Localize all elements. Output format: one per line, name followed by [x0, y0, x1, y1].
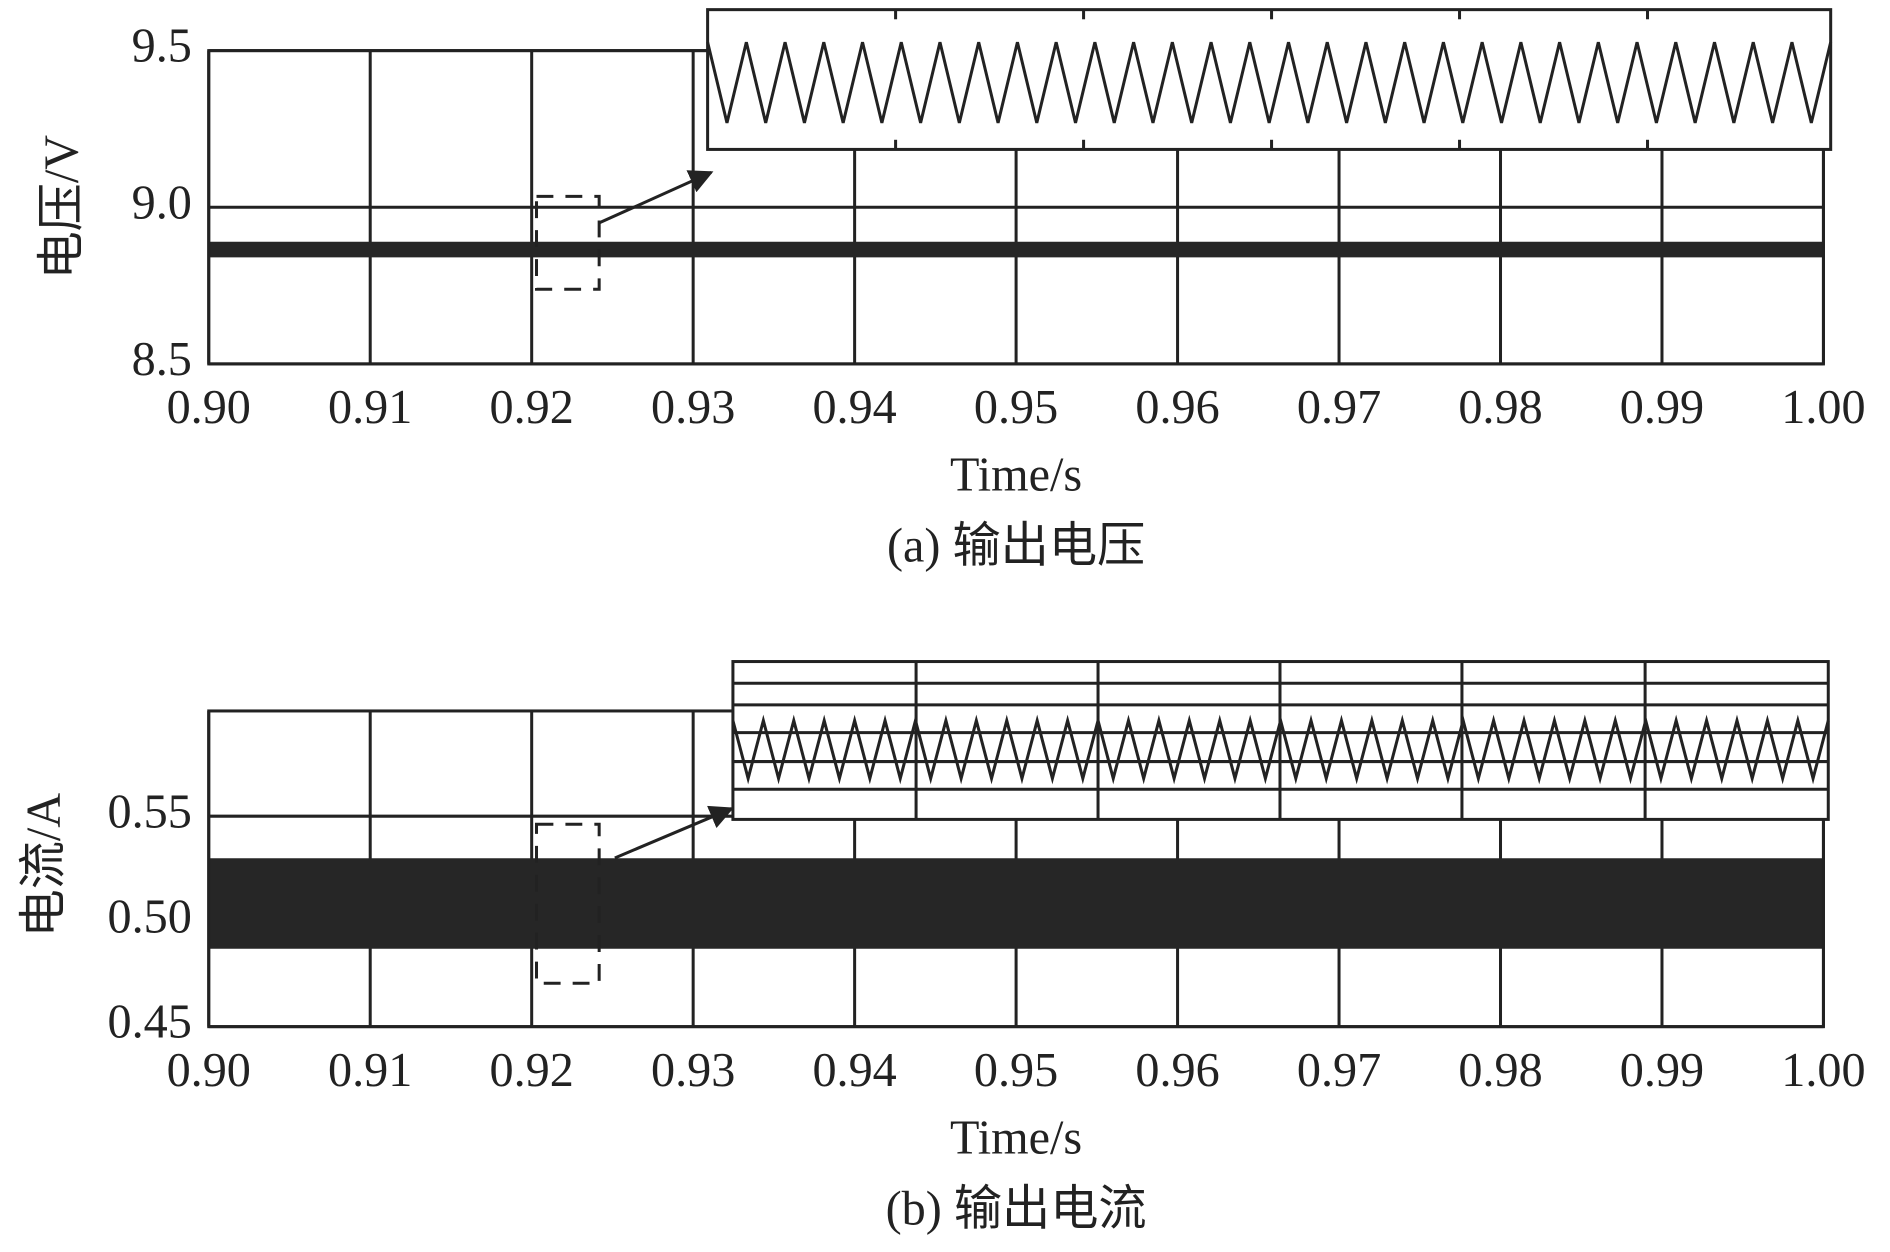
- y-tick-label: 0.55: [108, 785, 192, 838]
- x-tick-label: 0.91: [328, 381, 412, 434]
- y-tick-label: 9.0: [132, 176, 192, 229]
- x-tick-label: 0.90: [167, 1044, 251, 1097]
- x-axis-label: Time/s: [950, 449, 1082, 502]
- inset-waveform: [706, 41, 1833, 124]
- x-tick-label: 0.95: [974, 1044, 1058, 1097]
- y-tick-label: 9.5: [132, 20, 192, 73]
- x-tick-label: 0.93: [651, 381, 735, 434]
- x-tick-label: 0.92: [490, 381, 574, 434]
- x-tick-label: 0.95: [974, 381, 1058, 434]
- x-axis-label: Time/s: [950, 1111, 1082, 1164]
- ripple-band: [208, 241, 1824, 258]
- x-tick-label: 0.91: [328, 1044, 412, 1097]
- y-axis-label: 电流/A: [18, 793, 71, 938]
- x-tick-label: 0.99: [1620, 1044, 1704, 1097]
- x-tick-label: 0.98: [1458, 1044, 1542, 1097]
- caption: (b) 输出电流: [886, 1183, 1147, 1236]
- x-tick-label: 0.99: [1620, 381, 1704, 434]
- y-tick-label: 0.45: [108, 996, 192, 1049]
- inset-waveform: [731, 714, 1830, 785]
- x-tick-label: 0.97: [1297, 381, 1381, 434]
- x-tick-label: 0.93: [651, 1044, 735, 1097]
- y-tick-label: 8.5: [132, 333, 192, 386]
- x-tick-label: 0.94: [812, 381, 896, 434]
- caption: (a) 输出电压: [887, 520, 1145, 573]
- x-tick-label: 1.00: [1781, 1044, 1865, 1097]
- zoom-arrow: [598, 170, 714, 225]
- x-tick-label: 0.96: [1135, 1044, 1219, 1097]
- x-tick-label: 0.97: [1297, 1044, 1381, 1097]
- y-axis-label: 电压/V: [36, 135, 89, 280]
- x-tick-label: 0.98: [1458, 381, 1542, 434]
- zoom-region: [534, 194, 601, 291]
- insets: [534, 8, 1833, 985]
- x-tick-label: 0.96: [1135, 381, 1219, 434]
- x-tick-label: 0.94: [812, 1044, 896, 1097]
- zoom-arrow: [614, 805, 734, 860]
- ripple-band: [208, 858, 1824, 949]
- zoom-region: [534, 822, 601, 985]
- x-tick-label: 1.00: [1781, 381, 1865, 434]
- x-tick-label: 0.90: [167, 381, 251, 434]
- plots: 0.90 0.91 0.92 0.93 0.94 0.95 0.96 0.97 0.98 0.99…: [18, 20, 1866, 1236]
- inset-frame: [706, 8, 1833, 151]
- y-tick-label: 0.50: [108, 890, 192, 943]
- x-tick-label: 0.92: [490, 1044, 574, 1097]
